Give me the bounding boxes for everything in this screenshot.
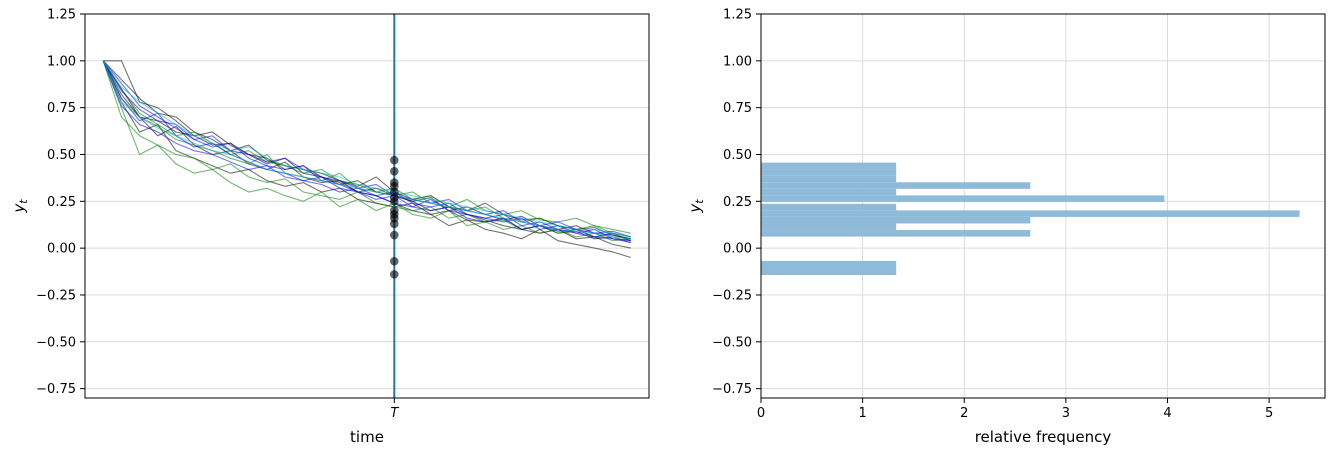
left-points-at-T xyxy=(389,155,399,279)
right-axes-frame xyxy=(760,13,1326,399)
histogram-bar-0 xyxy=(761,260,897,275)
right-y-axis-label-sub: t xyxy=(693,199,706,204)
left-ytick-label: 1.25 xyxy=(47,8,76,23)
right-ytick-label: −0.25 xyxy=(712,288,752,303)
right-ytick-label: 0.50 xyxy=(723,148,752,163)
left-point-at-T xyxy=(389,230,399,240)
left-y-axis-label: yt xyxy=(10,199,30,214)
left-series-line-11 xyxy=(102,60,632,242)
right-y-ticks: 1.25 1.00 0.75 0.50 0.25 0.00 −0.25 −0.50 −0.75 xyxy=(712,8,761,397)
left-point-at-T xyxy=(389,155,399,165)
right-ytick-label: 1.00 xyxy=(723,54,752,69)
histogram-bar-10 xyxy=(761,169,897,176)
left-x-ticks: T xyxy=(390,398,399,421)
right-grid xyxy=(760,13,1325,398)
left-ytick-label: −0.50 xyxy=(36,335,76,350)
left-point-at-T xyxy=(389,167,399,176)
histogram-bar-2 xyxy=(761,223,897,231)
left-x-axis-label: time xyxy=(350,428,384,446)
right-x-ticks: 0 1 2 3 4 5 xyxy=(757,398,1273,421)
left-point-at-T xyxy=(389,197,399,206)
left-series-line-5 xyxy=(102,60,631,242)
left-ytick-label: 1.00 xyxy=(47,54,76,69)
left-point-at-T xyxy=(389,270,399,279)
histogram-bar-5 xyxy=(761,203,897,211)
left-series-line-10 xyxy=(102,60,631,242)
left-series-line-6 xyxy=(102,60,631,234)
left-series-line-8 xyxy=(102,60,631,238)
left-series-line-2 xyxy=(102,60,631,244)
right-ytick-label: 0.00 xyxy=(723,242,752,257)
left-ytick-label: 0.75 xyxy=(47,101,76,116)
histogram-bar-7 xyxy=(761,188,897,196)
right-x-axis-label: relative frequency xyxy=(975,428,1112,446)
histogram-bar-9 xyxy=(761,175,897,183)
right-ytick-label: −0.75 xyxy=(712,382,752,397)
right-ytick-label: 0.75 xyxy=(723,101,752,116)
right-panel: 1.251.000.750.500.250.00−0.25−0.50−0.75 … xyxy=(686,8,1326,446)
right-xtick-label: 2 xyxy=(960,406,968,421)
left-y-ticks: 1.25 1.00 0.75 0.50 0.25 0.00 −0.25 −0.50 −0.75 xyxy=(36,8,85,397)
right-xtick-label: 0 xyxy=(757,406,765,421)
left-series-line-9 xyxy=(102,60,631,238)
histogram-bar-8 xyxy=(761,182,1031,189)
left-ytick-label: 0.50 xyxy=(47,148,76,163)
histogram-bar-4 xyxy=(761,210,1300,217)
right-xtick-label: 5 xyxy=(1265,406,1273,421)
right-xtick-label: 4 xyxy=(1163,406,1171,421)
left-series-line-14 xyxy=(102,60,631,240)
left-ytick-label: −0.25 xyxy=(36,288,76,303)
right-xtick-label: 1 xyxy=(858,406,866,421)
left-ytick-label: 0.25 xyxy=(47,195,76,210)
right-xtick-label: 3 xyxy=(1062,406,1070,421)
left-series-line-4 xyxy=(102,60,631,240)
right-ytick-label: 0.25 xyxy=(723,195,752,210)
left-point-at-T xyxy=(389,256,399,266)
right-histogram-bars xyxy=(761,162,1300,275)
left-y-axis-label-sub: t xyxy=(17,199,30,204)
right-ytick-label: −0.50 xyxy=(712,335,752,350)
left-xtick-label: T xyxy=(390,406,399,421)
histogram-bar-3 xyxy=(761,216,1031,224)
left-series-line-7 xyxy=(102,60,631,242)
right-ytick-label: 1.25 xyxy=(723,8,752,23)
left-series-line-3 xyxy=(102,60,631,240)
left-axes-frame xyxy=(84,13,650,399)
histogram-bar-6 xyxy=(761,195,1165,202)
left-ytick-label: 0.00 xyxy=(47,242,76,257)
left-series-line-13 xyxy=(102,60,631,238)
right-y-axis-label: yt xyxy=(686,199,706,214)
right-y-axis-label-main: y xyxy=(686,203,704,214)
histogram-bar-1 xyxy=(761,230,1031,237)
left-point-at-T xyxy=(389,219,399,229)
left-y-axis-label-main: y xyxy=(10,203,28,214)
left-series-line-12 xyxy=(102,60,631,244)
histogram-bar-11 xyxy=(761,162,897,170)
left-sample-paths xyxy=(102,60,632,259)
left-ytick-label: −0.75 xyxy=(36,382,76,397)
left-panel: 1.251.000.750.500.250.00−0.25−0.50−0.75 … xyxy=(10,8,650,446)
